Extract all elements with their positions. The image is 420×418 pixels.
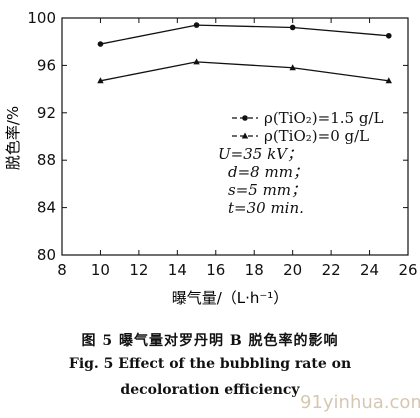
plot-frame [61, 17, 409, 256]
y-tick-label: 100 [27, 9, 56, 27]
data-point-circle [193, 22, 200, 28]
data-point-circle [385, 32, 392, 39]
x-axis-label: 曝气量/（L·h⁻¹） [172, 289, 289, 307]
y-axis-label: 脱色率/% [4, 106, 22, 170]
y-tick-label: 96 [37, 56, 56, 74]
x-tick-label: 14 [168, 261, 187, 279]
parameter-annotation: t=30 min. [228, 199, 304, 217]
x-tick-label: 8 [57, 261, 67, 279]
series-line-2 [100, 61, 389, 82]
legend-marker-triangle [241, 132, 249, 139]
watermark: 91yinhua.com [300, 392, 420, 413]
legend: ρ(TiO₂)=1.5 g/Lρ(TiO₂)=0 g/LU=35 kV；d=8 … [218, 109, 383, 217]
legend-marker-circle [242, 115, 248, 121]
series-layer [97, 22, 392, 84]
x-tick-label: 18 [245, 261, 264, 279]
legend-label: ρ(TiO₂)=1.5 g/L [264, 109, 383, 127]
x-tick-label: 12 [129, 261, 148, 279]
y-tick-label: 80 [37, 246, 56, 264]
y-tick-label: 92 [37, 104, 56, 122]
x-tick-label: 16 [206, 261, 225, 279]
figure-caption-english-line2: decoloration efficiency [120, 382, 300, 398]
series-line-1 [100, 24, 389, 45]
data-point-triangle [193, 58, 200, 65]
x-tick-label: 24 [360, 261, 379, 279]
data-point-triangle [97, 77, 104, 84]
x-tick-label: 10 [91, 261, 110, 279]
data-point-circle [97, 41, 104, 47]
legend-label: ρ(TiO₂)=0 g/L [264, 127, 369, 145]
data-point-circle [289, 24, 296, 31]
y-tick-label: 84 [37, 199, 56, 217]
x-tick-label: 22 [322, 261, 341, 279]
data-point-triangle [385, 77, 392, 84]
chart: 8 10 12 14 16 18 20 22 24 26 80 84 88 92 96 100 ρ(TiO₂)… [4, 9, 418, 307]
parameter-annotation: U=35 kV； [218, 145, 302, 163]
x-tick-label: 20 [283, 261, 302, 279]
axes: 8 10 12 14 16 18 20 22 24 26 80 84 88 92 96 100 [27, 9, 417, 279]
parameter-annotation: s=5 mm； [228, 181, 306, 199]
y-tick-label: 88 [37, 151, 56, 169]
figure-caption-english-line1: Fig. 5 Effect of the bubbling rate on [68, 356, 352, 372]
data-point-triangle [289, 64, 296, 71]
figure-caption-chinese: 图 5 曝气量对罗丹明 B 脱色率的影响 [81, 333, 339, 349]
x-tick-label: 26 [398, 261, 417, 279]
parameter-annotation: d=8 mm； [228, 163, 308, 181]
